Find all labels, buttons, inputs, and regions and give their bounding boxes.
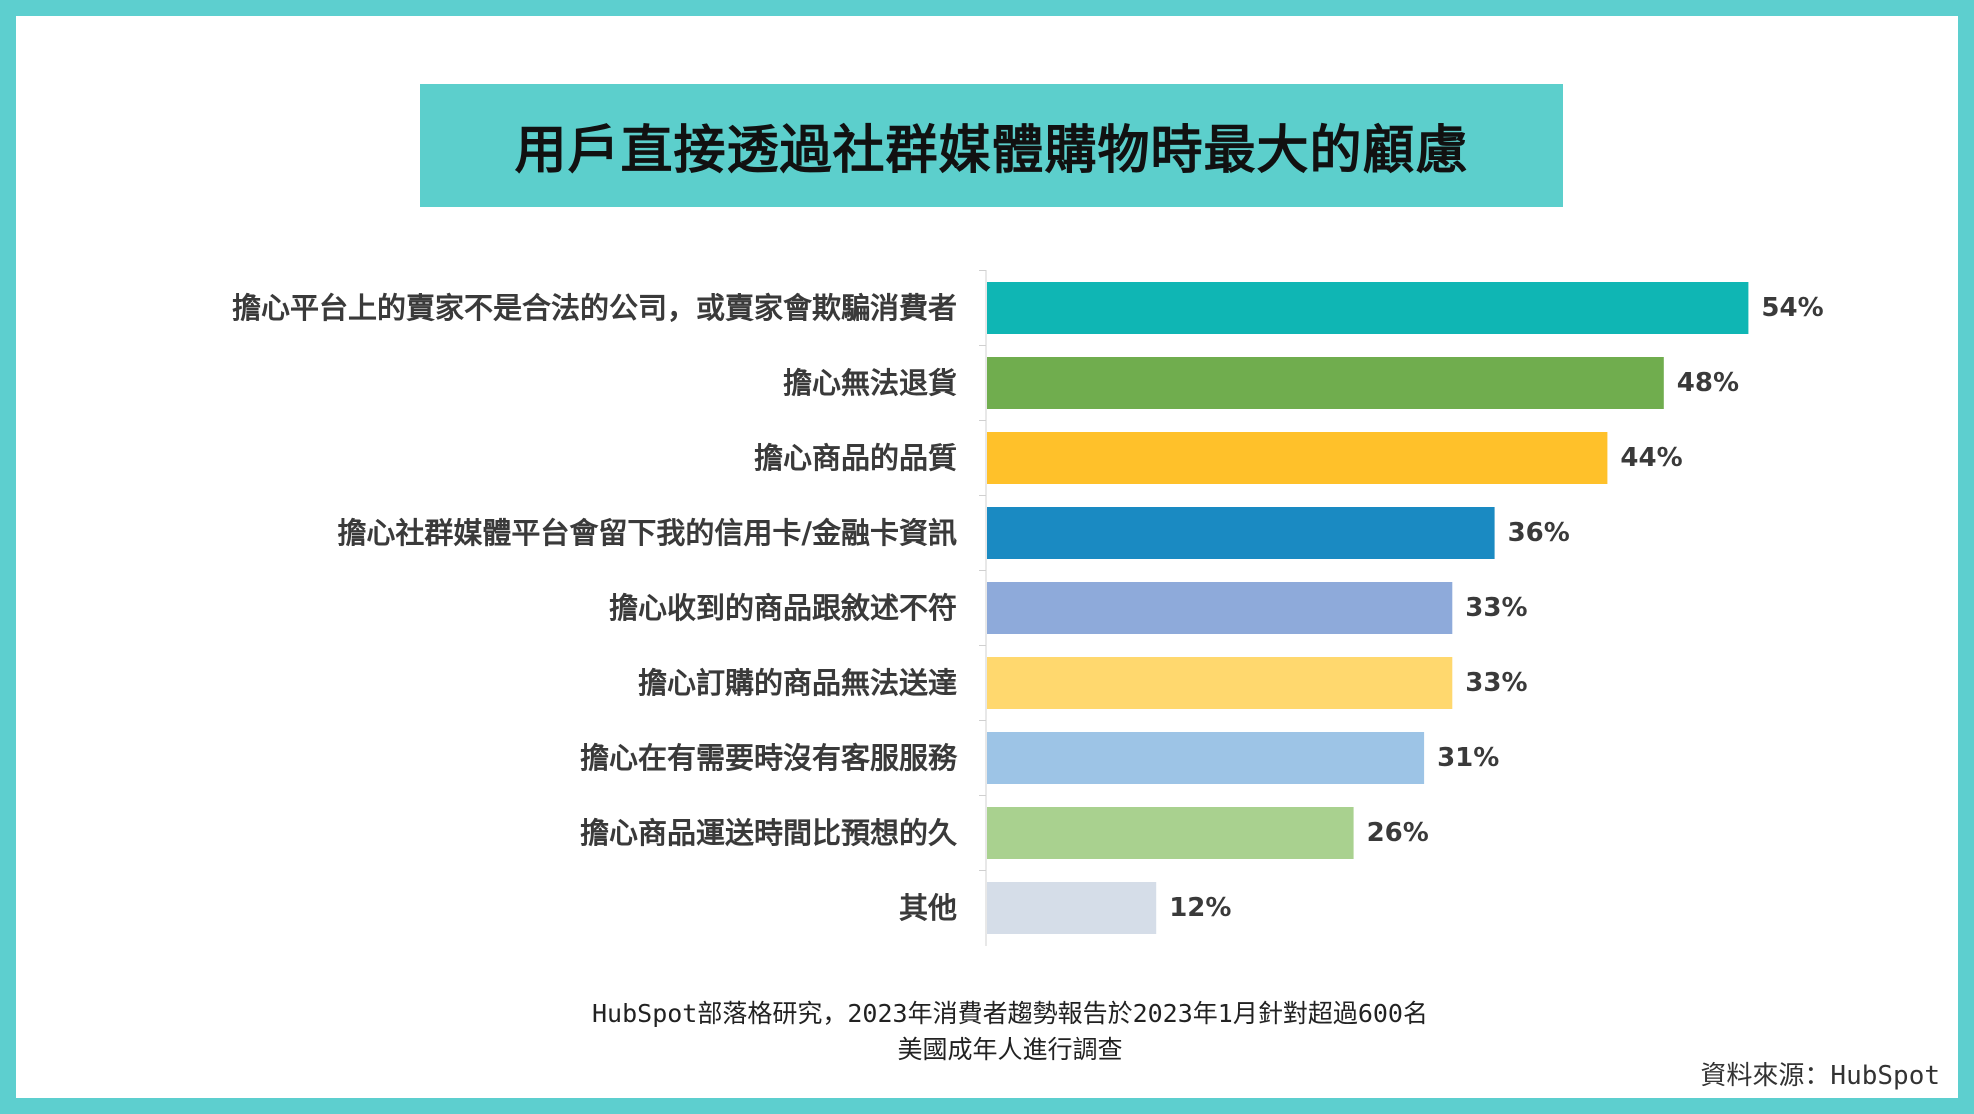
source-note: HubSpot部落格研究，2023年消費者趨勢報告於2023年1月針對超過600… [440, 996, 1580, 1068]
category-label-2: 擔心無法退貨 [783, 366, 957, 400]
value-label-6: 33% [1465, 668, 1527, 698]
bar-7 [987, 732, 1425, 784]
bar-1 [987, 282, 1749, 334]
bar-5 [987, 582, 1453, 634]
value-label-4: 36% [1508, 518, 1570, 548]
category-label-7: 擔心在有需要時沒有客服服務 [580, 741, 958, 775]
source-note-line-2: 美國成年人進行調查 [897, 1035, 1123, 1064]
category-label-9: 其他 [899, 891, 957, 925]
bar-8 [987, 807, 1354, 859]
category-label-6: 擔心訂購的商品無法送達 [638, 666, 957, 700]
category-label-8: 擔心商品運送時間比預想的久 [580, 816, 957, 850]
value-label-9: 12% [1169, 893, 1231, 923]
bar-4 [987, 507, 1495, 559]
chart-title: 用戶直接透過社群媒體購物時最大的顧慮 [514, 121, 1469, 181]
data-source-credit: 資料來源：HubSpot [1700, 1061, 1940, 1091]
value-label-5: 33% [1465, 593, 1527, 623]
title-banner: 用戶直接透過社群媒體購物時最大的顧慮 [420, 84, 1563, 207]
category-label-3: 擔心商品的品質 [754, 441, 957, 475]
category-label-4: 擔心社群媒體平台會留下我的信用卡/金融卡資訊 [337, 516, 957, 550]
value-label-2: 48% [1677, 368, 1739, 398]
bar-6 [987, 657, 1453, 709]
bar-2 [987, 357, 1664, 409]
value-label-7: 31% [1437, 743, 1499, 773]
bar-9 [987, 882, 1157, 934]
value-label-8: 26% [1367, 818, 1429, 848]
category-label-5: 擔心收到的商品跟敘述不符 [609, 591, 957, 625]
value-label-1: 54% [1761, 293, 1823, 323]
bar-3 [987, 432, 1608, 484]
category-label-1: 擔心平台上的賣家不是合法的公司，或賣家會欺騙消費者 [232, 291, 957, 325]
source-note-line-1: HubSpot部落格研究，2023年消費者趨勢報告於2023年1月針對超過600… [592, 999, 1428, 1028]
value-label-3: 44% [1620, 443, 1682, 473]
